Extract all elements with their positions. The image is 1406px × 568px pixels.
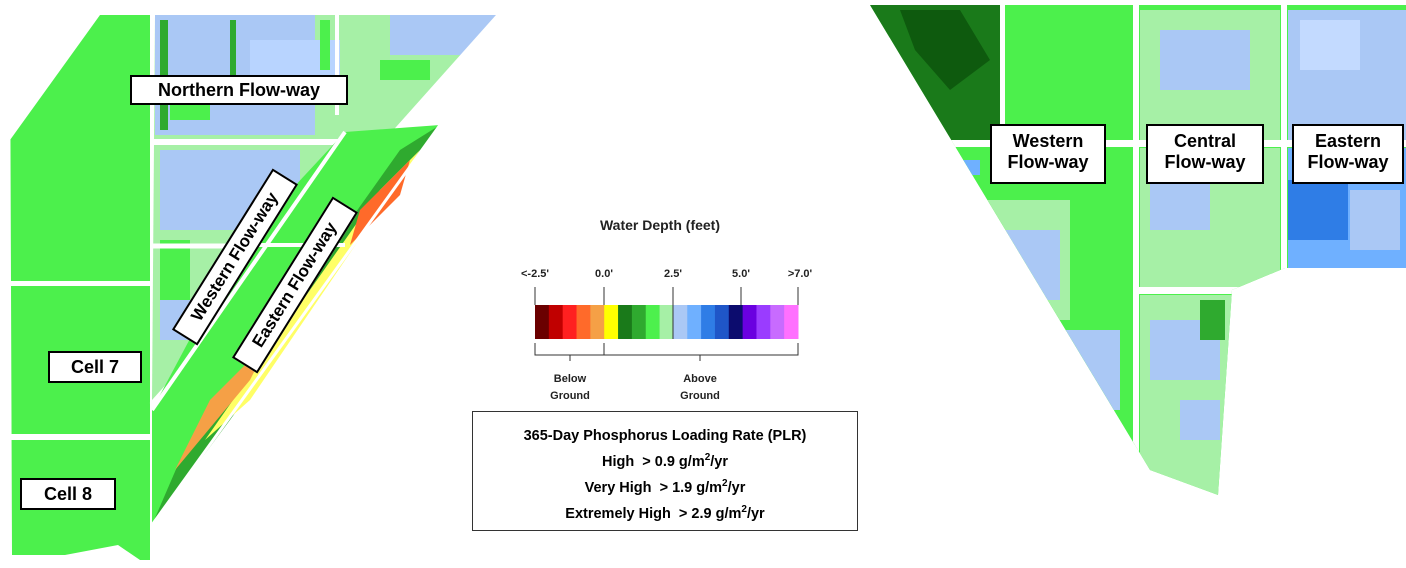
color-swatch xyxy=(701,305,716,339)
right-eastern-flow-way-label: Eastern Flow-way xyxy=(1292,124,1404,184)
above-ground-label: Above Ground xyxy=(655,371,745,404)
right-central-line-1: Central xyxy=(1173,131,1236,151)
color-swatch xyxy=(604,305,619,339)
right-eastern-line-1: Eastern xyxy=(1314,131,1382,151)
color-swatch xyxy=(770,305,785,339)
color-swatch xyxy=(742,305,757,339)
below-ground-line-2: Ground xyxy=(550,389,590,402)
right-western-flow-way-label: Western Flow-way xyxy=(990,124,1106,184)
color-swatch xyxy=(784,305,799,339)
above-ground-bracket xyxy=(603,343,799,356)
color-swatch xyxy=(548,305,564,339)
color-swatch xyxy=(631,305,647,339)
northern-flow-way-label: Northern Flow-way xyxy=(130,75,348,105)
color-swatch xyxy=(590,305,605,339)
tick-label: 0.0' xyxy=(595,268,613,280)
legend-title: Water Depth (feet) xyxy=(599,217,721,233)
right-western-line-2: Flow-way xyxy=(1007,151,1089,172)
right-western-line-1: Western xyxy=(1012,131,1084,151)
east-edge-red xyxy=(175,340,270,470)
below-ground-bracket xyxy=(534,343,605,356)
color-swatch xyxy=(728,305,744,339)
tick-label: 5.0' xyxy=(732,268,750,280)
color-swatch xyxy=(562,305,578,339)
color-swatch xyxy=(576,305,591,339)
north-edge-notch xyxy=(10,15,100,140)
color-swatch xyxy=(645,305,661,339)
plr-line-very-high: Very High > 1.9 g/m2/yr xyxy=(584,477,746,496)
cell-8-label: Cell 8 xyxy=(20,478,116,510)
plr-line-extremely-high: Extremely High > 2.9 g/m2/yr xyxy=(565,503,765,522)
plr-title: 365-Day Phosphorus Loading Rate (PLR) xyxy=(523,428,807,444)
tick-label: >7.0' xyxy=(787,268,813,280)
tick-label: <-2.5' xyxy=(521,268,549,280)
cell-8-divider xyxy=(10,434,155,440)
tick-label: 2.5' xyxy=(664,268,682,280)
cell-7-8-region xyxy=(10,15,150,560)
above-ground-line-2: Ground xyxy=(680,389,720,402)
color-swatch xyxy=(618,305,633,339)
color-swatch xyxy=(714,305,730,339)
color-swatch xyxy=(756,305,771,339)
above-ground-line-1: Above xyxy=(683,373,717,385)
color-swatch xyxy=(535,305,550,339)
right-central-flow-way-label: Central Flow-way xyxy=(1146,124,1264,184)
below-ground-label: Below Ground xyxy=(525,371,615,404)
plr-legend-box: 365-Day Phosphorus Loading Rate (PLR) Hi… xyxy=(472,411,858,531)
below-ground-line-1: Below xyxy=(553,373,587,385)
color-swatch xyxy=(673,305,688,339)
color-swatch xyxy=(659,305,674,339)
color-swatch xyxy=(687,305,702,339)
east-edge-red-2 xyxy=(350,160,410,245)
water-depth-color-scale xyxy=(534,287,799,361)
right-eastern-line-2: Flow-way xyxy=(1307,151,1389,172)
cell-7-divider xyxy=(10,281,155,286)
plr-line-high: High > 0.9 g/m2/yr xyxy=(601,452,729,470)
right-central-line-2: Flow-way xyxy=(1164,151,1246,172)
cell-7-label: Cell 7 xyxy=(48,351,142,383)
right-map xyxy=(870,5,1406,495)
